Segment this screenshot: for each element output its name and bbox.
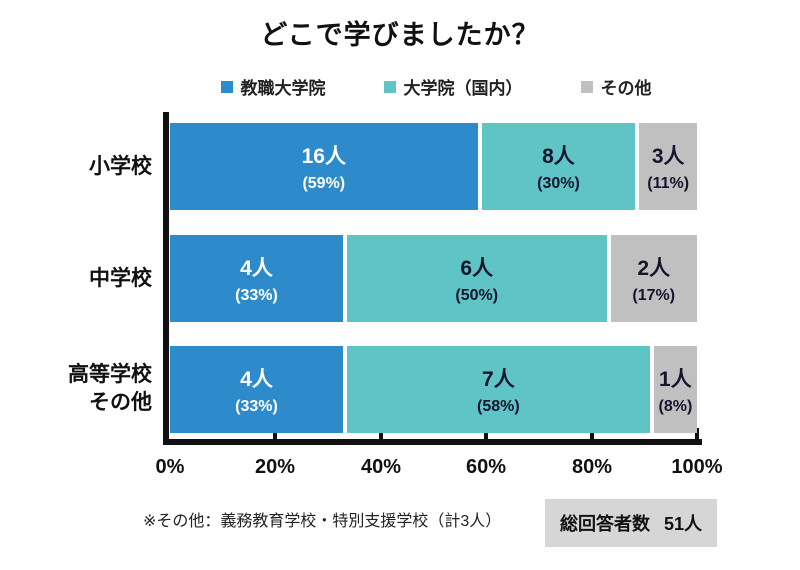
bar-segment: 2人 (17%) bbox=[610, 235, 697, 322]
total-respondents-value: 51人 bbox=[663, 514, 703, 534]
legend-label: 教職大学院 bbox=[240, 79, 326, 98]
bar-segment: 3人 (11%) bbox=[639, 123, 698, 210]
segment-pct-label: (59%) bbox=[302, 175, 346, 192]
legend-swatch-icon bbox=[220, 80, 233, 93]
y-axis-line bbox=[163, 112, 169, 445]
bar-segment: 1人 (8%) bbox=[653, 346, 697, 433]
category-label-kotogakko-sonota: 高等学校 その他 bbox=[68, 363, 152, 414]
segment-pct-label: (8%) bbox=[658, 398, 693, 415]
x-axis-tick bbox=[379, 428, 383, 439]
bar-segment: 8人 (30%) bbox=[481, 123, 636, 210]
x-tick-label-20: 20% bbox=[254, 456, 296, 478]
segment-pct-label: (50%) bbox=[455, 287, 499, 304]
x-tick-label-40: 40% bbox=[360, 456, 402, 478]
category-label-shogakko: 小学校 bbox=[89, 155, 152, 178]
segment-pct-label: (17%) bbox=[632, 287, 676, 304]
bar-segment: 6人 (50%) bbox=[347, 235, 607, 322]
x-axis-tick bbox=[484, 428, 488, 439]
legend-item-daigakuin: 大学院（国内） bbox=[383, 74, 523, 99]
segment-count-label: 6人 bbox=[460, 257, 494, 280]
segment-count-label: 7人 bbox=[482, 368, 515, 391]
segment-count-label: 3人 bbox=[651, 145, 685, 168]
x-tick-label-100: 100% bbox=[671, 456, 723, 478]
total-respondents-badge: 総回答者数 51人 bbox=[545, 499, 717, 547]
total-respondents-label: 総回答者数 bbox=[559, 514, 650, 534]
segment-count-label: 8人 bbox=[542, 145, 575, 168]
segment-pct-label: (33%) bbox=[235, 287, 278, 304]
bar-row-kotogakko-sonota: 4人 (33%) 7人 (58%) 1人 (8%) bbox=[170, 346, 697, 433]
segment-pct-label: (33%) bbox=[235, 398, 278, 415]
bar-row-shogakko: 16人 (59%) 8人 (30%) 3人 (11%) bbox=[170, 123, 698, 210]
x-axis-tick bbox=[590, 428, 594, 439]
legend-item-kyoshoku: 教職大学院 bbox=[220, 74, 326, 99]
segment-pct-label: (58%) bbox=[477, 398, 520, 415]
segment-count-label: 4人 bbox=[240, 368, 273, 391]
segment-count-label: 4人 bbox=[240, 257, 273, 280]
bar-row-chugakko: 4人 (33%) 6人 (50%) 2人 (17%) bbox=[170, 235, 697, 322]
x-tick-label-60: 60% bbox=[465, 456, 507, 478]
bar-segment: 4人 (33%) bbox=[170, 346, 343, 433]
legend-swatch-icon bbox=[580, 80, 593, 93]
x-axis-line bbox=[163, 439, 702, 445]
bar-segment: 4人 (33%) bbox=[170, 235, 343, 322]
chart-title: どこで学びましたか？ bbox=[260, 20, 540, 50]
category-label-chugakko: 中学校 bbox=[89, 267, 152, 290]
segment-count-label: 16人 bbox=[301, 145, 346, 168]
x-tick-label-0: 0% bbox=[155, 456, 185, 478]
legend-item-sonota: その他 bbox=[580, 74, 652, 99]
legend-label: 大学院（国内） bbox=[403, 79, 523, 98]
footnote-text: ※その他：義務教育学校・特別支援学校（計3人） bbox=[143, 513, 502, 530]
segment-pct-label: (11%) bbox=[647, 175, 690, 192]
segment-pct-label: (30%) bbox=[537, 175, 580, 192]
segment-count-label: 2人 bbox=[637, 257, 671, 280]
chart-legend: 教職大学院 大学院（国内） その他 bbox=[36, 74, 800, 99]
x-tick-label-80: 80% bbox=[571, 456, 613, 478]
segment-count-label: 1人 bbox=[659, 368, 692, 391]
legend-swatch-icon bbox=[383, 80, 396, 93]
x-axis-tick bbox=[273, 428, 277, 439]
bar-segment: 16人 (59%) bbox=[170, 123, 478, 210]
legend-label: その他 bbox=[600, 79, 652, 98]
x-axis-tick bbox=[695, 428, 699, 439]
bar-segment: 7人 (58%) bbox=[347, 346, 650, 433]
